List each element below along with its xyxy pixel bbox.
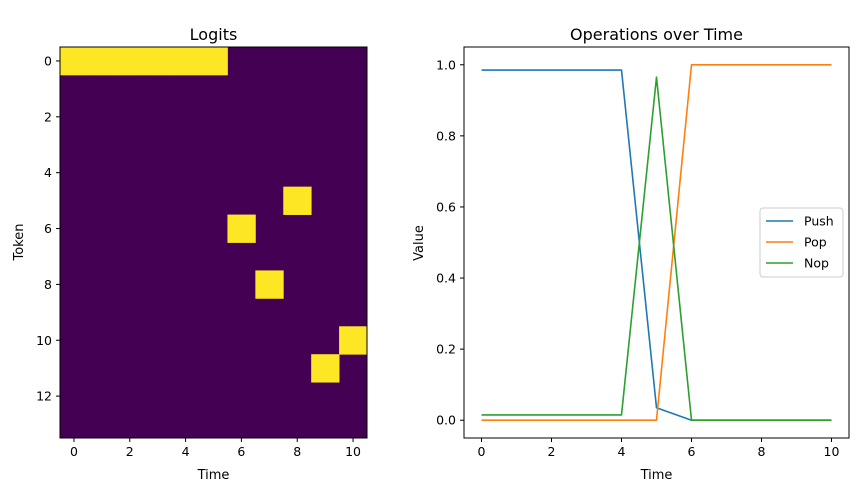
line-y-tick-label: 0.8 bbox=[436, 128, 456, 143]
heatmap-x-label: Time bbox=[197, 468, 230, 483]
heatmap-x-tick-label: 6 bbox=[237, 444, 245, 459]
line-x-tick-label: 4 bbox=[618, 444, 626, 459]
line-y-tick-label: 1.0 bbox=[436, 57, 456, 72]
line-x-tick-label: 10 bbox=[824, 444, 840, 459]
line-x-ticks: 0 2 4 6 8 10 bbox=[478, 438, 840, 459]
heatmap-y-ticks: 0 2 4 6 8 10 12 bbox=[36, 53, 60, 404]
heatmap-y-label: Token bbox=[12, 224, 27, 262]
heatmap-title: Logits bbox=[190, 25, 238, 44]
heatmap-cells bbox=[60, 47, 368, 438]
line-y-tick-label: 0.2 bbox=[436, 342, 456, 357]
line-series-group bbox=[481, 63, 832, 422]
heatmap-x-tick-label: 8 bbox=[293, 444, 301, 459]
legend-label-nop: Nop bbox=[804, 256, 829, 271]
heatmap-cell bbox=[311, 354, 340, 383]
line-x-tick-label: 6 bbox=[688, 444, 696, 459]
heatmap-x-tick-label: 0 bbox=[70, 444, 78, 459]
heatmap-x-tick-label: 2 bbox=[126, 444, 134, 459]
line-y-ticks: 0.0 0.2 0.4 0.6 0.8 1.0 bbox=[436, 57, 464, 428]
heatmap-y-tick-label: 12 bbox=[36, 389, 52, 404]
line-x-tick-label: 0 bbox=[478, 444, 486, 459]
heatmap-y-tick-label: 4 bbox=[44, 165, 52, 180]
heatmap-x-tick-label: 4 bbox=[182, 444, 190, 459]
heatmap-cell bbox=[60, 47, 89, 76]
heatmap-panel: 0 2 4 6 8 10 0 2 4 6 8 10 12 Logits Time Token bbox=[12, 25, 368, 483]
heatmap-y-tick-label: 8 bbox=[44, 277, 52, 292]
heatmap-cell bbox=[87, 47, 117, 76]
line-x-label: Time bbox=[640, 468, 673, 483]
line-y-tick-label: 0.6 bbox=[436, 199, 456, 214]
line-x-tick-label: 8 bbox=[758, 444, 766, 459]
heatmap-y-tick-label: 6 bbox=[44, 221, 52, 236]
legend-label-pop: Pop bbox=[804, 235, 827, 250]
series-line-pop bbox=[481, 63, 832, 422]
line-panel: 0 2 4 6 8 10 0.0 0.2 0.4 0.6 0.8 1.0 Operations ov… bbox=[412, 25, 850, 483]
legend: Push Pop Nop bbox=[759, 207, 844, 278]
line-y-tick-label: 0.0 bbox=[436, 413, 456, 428]
heatmap-y-tick-label: 10 bbox=[36, 333, 52, 348]
heatmap-cell bbox=[115, 47, 145, 76]
heatmap-cell bbox=[171, 47, 200, 76]
heatmap-cell bbox=[143, 47, 173, 76]
heatmap-y-tick-label: 2 bbox=[44, 109, 52, 124]
legend-label-push: Push bbox=[804, 214, 834, 229]
heatmap-cell bbox=[339, 326, 368, 355]
line-title: Operations over Time bbox=[570, 25, 743, 44]
line-y-tick-label: 0.4 bbox=[436, 271, 456, 286]
series-line-nop bbox=[481, 76, 832, 422]
legend-items: Push Pop Nop bbox=[766, 214, 834, 271]
heatmap-y-tick-label: 0 bbox=[44, 53, 52, 68]
heatmap-cell bbox=[227, 214, 256, 243]
heatmap-cell bbox=[283, 186, 312, 215]
heatmap-cell bbox=[199, 47, 228, 76]
line-y-label: Value bbox=[412, 225, 427, 261]
legend-frame bbox=[759, 207, 844, 278]
heatmap-x-ticks: 0 2 4 6 8 10 bbox=[70, 438, 361, 459]
heatmap-x-tick-label: 10 bbox=[345, 444, 361, 459]
heatmap-cell bbox=[255, 270, 284, 299]
line-x-tick-label: 2 bbox=[548, 444, 556, 459]
line-frame bbox=[463, 46, 850, 439]
heatmap-frame bbox=[59, 46, 368, 439]
